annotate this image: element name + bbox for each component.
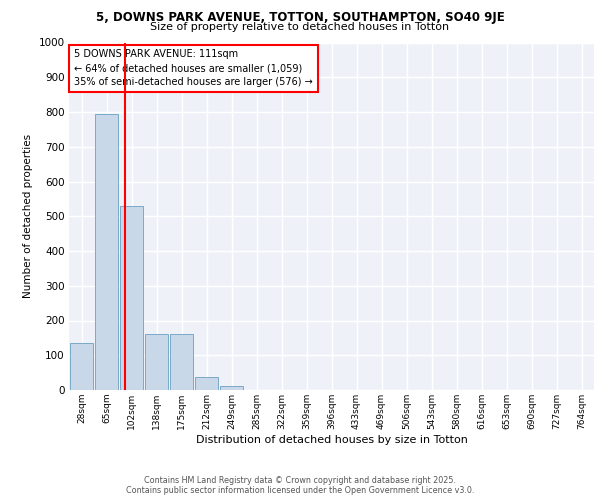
Text: 5, DOWNS PARK AVENUE, TOTTON, SOUTHAMPTON, SO40 9JE: 5, DOWNS PARK AVENUE, TOTTON, SOUTHAMPTO… (95, 11, 505, 24)
Y-axis label: Number of detached properties: Number of detached properties (23, 134, 33, 298)
Text: Size of property relative to detached houses in Totton: Size of property relative to detached ho… (151, 22, 449, 32)
Bar (145, 334, 168, 390)
Bar (120, 206, 143, 390)
Bar (70, 343, 93, 390)
Text: Contains HM Land Registry data © Crown copyright and database right 2025.
Contai: Contains HM Land Registry data © Crown c… (126, 476, 474, 495)
Text: 5 DOWNS PARK AVENUE: 111sqm
← 64% of detached houses are smaller (1,059)
35% of : 5 DOWNS PARK AVENUE: 111sqm ← 64% of det… (74, 50, 313, 88)
Bar (95, 114, 118, 390)
X-axis label: Distribution of detached houses by size in Totton: Distribution of detached houses by size … (196, 434, 467, 444)
Bar (170, 334, 193, 390)
Bar (220, 386, 243, 390)
Bar (195, 377, 218, 390)
